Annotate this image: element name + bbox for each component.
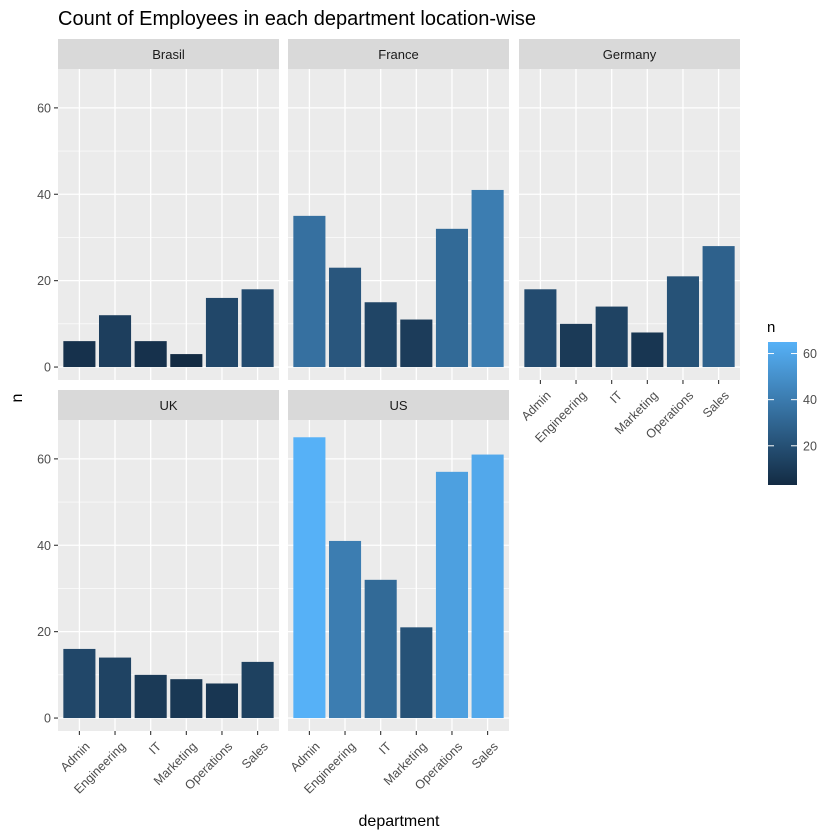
x-tick-label: IT [146,739,164,757]
facet-panel-france: France [288,39,509,380]
bar-brasil-sales [241,289,274,368]
facet-strip [288,39,509,69]
y-tick-label: 0 [44,361,51,375]
chart-title: Count of Employees in each department lo… [58,8,536,30]
bar-uk-operations [205,683,239,719]
bar-germany-sales [702,246,735,368]
bar-uk-admin [63,648,96,719]
bar-france-sales [471,189,504,368]
y-tick-label: 60 [37,452,51,466]
facet-strip [288,390,509,420]
y-tick-label: 20 [37,274,51,288]
legend-tick-label: 40 [803,393,817,407]
legend-title: n [767,319,775,336]
bar-france-operations [435,228,469,368]
color-legend: n 20 40 60 [767,319,817,485]
bar-brasil-it [134,341,167,368]
x-tick-label: Sales [700,388,732,420]
facet-panels: Brasil 0 20 40 60 France GermanyAdminEngineeri… [37,39,740,797]
bar-france-engineering [328,267,362,368]
facet-strip-label: France [378,47,418,62]
facet-strip-label: UK [159,398,177,413]
facet-strip [58,39,279,69]
bar-brasil-engineering [98,315,132,368]
y-axis-title: n [9,394,26,403]
legend-tick-label: 60 [803,347,817,361]
x-tick-label: IT [376,739,394,757]
facet-strip-label: Brasil [152,47,185,62]
x-axis-title: department [359,813,440,830]
bar-germany-admin [524,289,557,368]
bar-us-engineering [328,540,362,719]
bar-brasil-operations [205,297,239,368]
y-tick-label: 60 [37,101,51,115]
facet-strip-label: Germany [603,47,657,62]
y-tick-label: 40 [37,539,51,553]
facet-strip [519,39,740,69]
facet-strip [58,390,279,420]
x-tick-label: Sales [469,739,501,771]
bar-france-admin [293,215,326,368]
bar-france-marketing [400,319,433,368]
bar-uk-engineering [98,657,132,719]
bar-us-it [364,579,397,719]
bar-brasil-admin [63,341,96,368]
bar-germany-operations [666,276,700,368]
y-tick-label: 40 [37,188,51,202]
bar-uk-sales [241,661,274,719]
x-tick-label: IT [607,388,625,406]
y-tick-label: 20 [37,625,51,639]
facet-panel-brasil: Brasil 0 20 40 60 [37,39,279,380]
x-tick-label: Sales [239,739,271,771]
bar-us-marketing [400,627,433,719]
bar-us-sales [471,454,504,719]
y-tick-label: 0 [44,712,51,726]
bar-brasil-marketing [170,354,203,368]
legend-colorbar [768,342,797,485]
bar-germany-engineering [559,323,593,368]
bar-uk-it [134,674,167,719]
bar-germany-marketing [631,332,664,368]
legend-tick-label: 20 [803,439,817,453]
bar-france-it [364,302,397,368]
bar-us-operations [435,471,469,719]
facet-strip-label: US [389,398,407,413]
bar-germany-it [595,306,628,368]
bar-uk-marketing [170,679,203,719]
bar-us-admin [293,437,326,719]
